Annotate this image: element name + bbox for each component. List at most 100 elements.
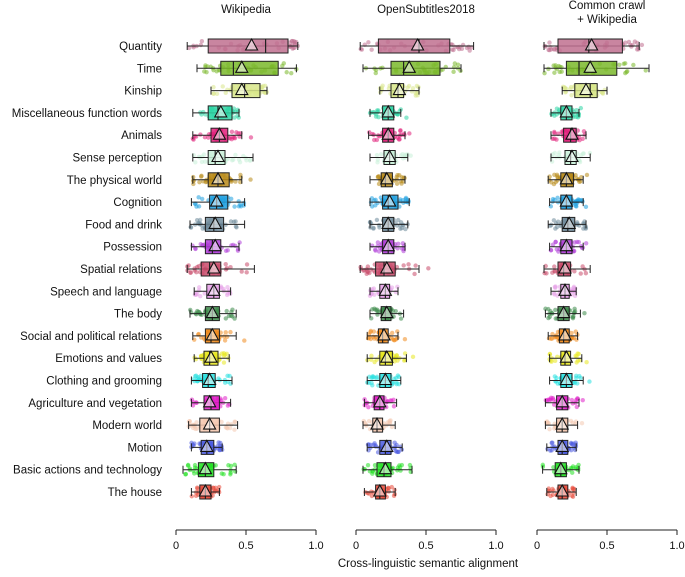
data-point xyxy=(617,62,622,68)
mean-marker xyxy=(379,439,394,452)
data-point xyxy=(570,335,575,341)
data-point xyxy=(202,159,208,164)
category-label: Sense perception xyxy=(72,153,162,165)
mean-marker xyxy=(558,260,572,274)
data-point xyxy=(380,65,385,70)
category-label: Miscellaneous function words xyxy=(12,108,162,120)
data-point xyxy=(232,204,237,209)
category-label: The physical world xyxy=(67,175,162,187)
data-point xyxy=(575,381,580,386)
data-point xyxy=(376,223,382,228)
mean-marker xyxy=(410,37,425,51)
mean-marker xyxy=(558,283,572,296)
data-point xyxy=(375,160,380,165)
data-point xyxy=(196,195,201,200)
data-point xyxy=(406,262,411,267)
mean-marker xyxy=(562,216,577,229)
data-point xyxy=(228,219,234,224)
category-label: Kinship xyxy=(124,86,162,98)
data-point xyxy=(194,217,200,223)
data-point xyxy=(414,91,419,96)
data-point xyxy=(632,39,638,44)
data-point xyxy=(552,292,557,297)
category-label: Possession xyxy=(103,242,162,254)
data-point xyxy=(194,485,200,490)
data-point xyxy=(557,69,562,75)
mean-marker xyxy=(565,149,579,163)
mean-marker xyxy=(381,104,396,118)
mean-marker xyxy=(209,193,224,207)
data-point xyxy=(211,67,216,73)
data-point xyxy=(554,172,560,178)
data-point xyxy=(548,308,553,314)
data-point xyxy=(223,248,229,253)
data-point xyxy=(583,271,589,276)
mean-marker xyxy=(205,327,220,341)
category-label: Modern world xyxy=(92,420,162,432)
data-point xyxy=(227,425,233,431)
data-point xyxy=(398,220,404,225)
category-label: The body xyxy=(114,309,162,321)
data-point xyxy=(394,181,400,186)
data-point xyxy=(365,442,371,447)
data-point xyxy=(190,403,196,408)
data-point xyxy=(216,440,221,445)
mean-marker xyxy=(559,238,574,252)
data-point xyxy=(550,151,556,157)
data-point xyxy=(237,240,242,245)
data-point xyxy=(232,115,237,120)
data-point xyxy=(232,419,237,424)
category-label: Quantity xyxy=(119,41,162,53)
data-point xyxy=(211,91,217,96)
data-point xyxy=(369,243,375,248)
data-point xyxy=(580,397,585,403)
data-point xyxy=(400,152,405,157)
data-point xyxy=(636,47,641,52)
data-point xyxy=(547,351,553,357)
data-point xyxy=(550,242,556,247)
data-point xyxy=(370,383,375,388)
category-label: Cognition xyxy=(113,197,162,209)
data-point xyxy=(625,68,630,74)
data-point xyxy=(413,263,418,268)
data-point xyxy=(228,329,233,335)
data-point xyxy=(404,115,409,120)
data-point xyxy=(556,152,561,158)
data-point xyxy=(233,224,239,229)
data-point xyxy=(575,358,581,363)
data-point xyxy=(573,329,578,334)
data-point xyxy=(550,331,555,337)
data-point xyxy=(389,424,395,430)
data-point xyxy=(223,330,228,335)
data-point xyxy=(569,330,574,336)
data-point xyxy=(363,422,369,427)
data-point xyxy=(199,196,205,202)
data-point xyxy=(365,462,371,468)
x-tick-label: 0 xyxy=(173,540,179,552)
data-point xyxy=(236,115,241,120)
mean-marker xyxy=(392,82,407,96)
data-point xyxy=(573,353,578,358)
data-point xyxy=(291,45,296,51)
mean-marker xyxy=(378,461,393,475)
data-point xyxy=(553,285,558,290)
data-point xyxy=(402,337,408,342)
data-point xyxy=(188,270,193,275)
data-point xyxy=(546,315,551,321)
data-point xyxy=(572,240,577,245)
data-point xyxy=(239,269,244,274)
panel-title: Common crawl xyxy=(569,0,646,12)
data-point xyxy=(407,131,412,136)
data-point xyxy=(229,178,234,183)
data-point xyxy=(543,263,548,269)
data-point xyxy=(244,270,249,275)
data-point xyxy=(552,374,558,379)
mean-marker xyxy=(206,283,221,296)
category-label: Time xyxy=(137,63,162,75)
mean-marker xyxy=(206,260,221,274)
data-point xyxy=(573,173,578,178)
x-tick-label: 0.5 xyxy=(599,540,614,552)
data-point xyxy=(570,401,576,406)
data-point xyxy=(554,137,559,142)
data-point xyxy=(393,444,398,449)
